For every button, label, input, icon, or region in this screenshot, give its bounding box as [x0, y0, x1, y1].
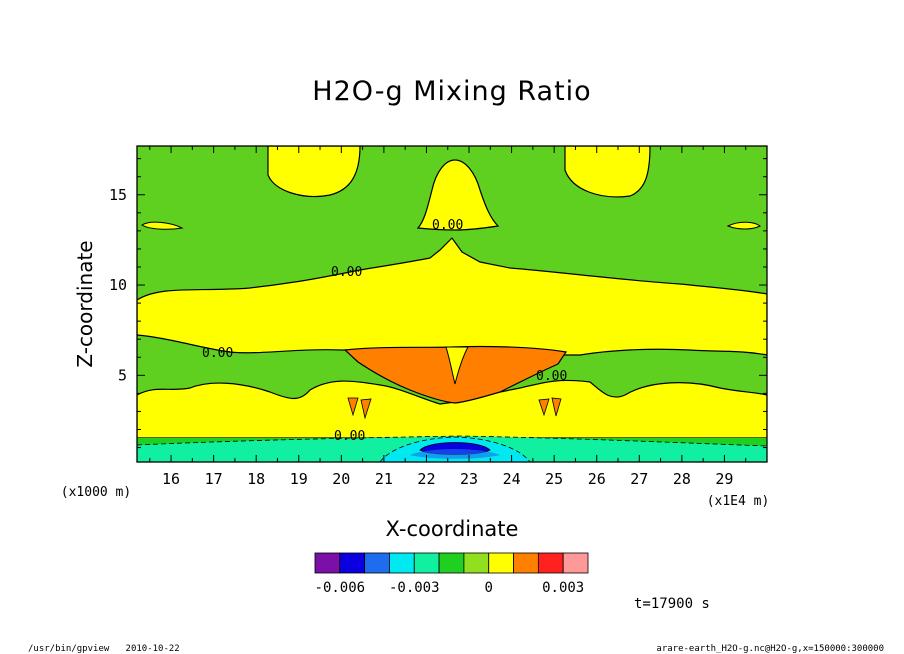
orange-spike	[551, 397, 562, 417]
orange-spike	[538, 398, 550, 417]
yellow-lobe-right	[564, 146, 651, 198]
x-tick-label: 27	[630, 470, 648, 488]
colorbar-label: -0.003	[389, 580, 440, 596]
yellow-band	[137, 237, 767, 356]
colorbar-swatch	[513, 552, 539, 574]
contour-field	[137, 146, 767, 462]
contour-label: 0.00	[202, 346, 233, 361]
blue-edge	[410, 449, 500, 459]
contour-label: 0.00	[334, 429, 365, 444]
x-tick-label: 20	[332, 470, 350, 488]
yellow-tab	[726, 221, 761, 230]
x-axis-ticks: 16 17 18 19 20 21 22 23 24 25 26 27 28 29	[149, 146, 747, 488]
orange-spike	[347, 397, 359, 417]
y-axis-title: Z-coordinate	[73, 240, 97, 367]
x-tick-label: 23	[460, 470, 478, 488]
colorbar-label: -0.006	[315, 580, 366, 596]
colorbar-swatch	[537, 552, 564, 574]
colorbar-swatch	[364, 552, 390, 574]
orange-notch	[445, 346, 469, 385]
colorbar-label: 0	[485, 580, 493, 596]
x-tick-label: 26	[588, 470, 606, 488]
colorbar-swatch	[463, 552, 490, 574]
colorbar-swatch	[488, 552, 514, 574]
x-tick-label: 25	[545, 470, 563, 488]
x-tick-label: 29	[715, 470, 733, 488]
y-tick-label: 10	[109, 276, 127, 294]
colorbar-swatch	[339, 552, 366, 574]
contour-label: 0.00	[432, 218, 463, 233]
y-axis-ticks: 5 10 15	[109, 158, 767, 449]
contour-label: 0.00	[536, 369, 567, 384]
x-tick-label: 18	[247, 470, 265, 488]
x-axis-unit: (x1E4 m)	[707, 494, 770, 509]
chart-title: H2O-g Mixing Ratio	[312, 76, 592, 107]
colorbar-swatch	[562, 552, 589, 574]
yellow-lobe-left	[267, 146, 361, 198]
colorbar-swatch	[314, 552, 341, 574]
x-tick-label: 19	[290, 470, 308, 488]
orange-spike	[360, 398, 372, 420]
x-tick-label: 24	[503, 470, 521, 488]
y-tick-label: 15	[109, 186, 127, 204]
contour-label: 0.00	[331, 265, 362, 280]
y-axis-unit: (x1000 m)	[61, 485, 131, 500]
colorbar-swatch	[438, 552, 465, 574]
colorbar	[314, 552, 589, 574]
footer-right: arare-earth_H2O-g.nc@H2O-g,x=150000:3000…	[656, 644, 884, 654]
x-tick-label: 16	[162, 470, 180, 488]
x-tick-label: 17	[205, 470, 223, 488]
yellow-tab	[141, 221, 184, 230]
footer-left: /usr/bin/gpview 2010-10-22	[28, 644, 180, 654]
colorbar-swatch	[389, 552, 415, 574]
y-tick-label: 5	[118, 366, 127, 384]
yellow-spike-top	[416, 159, 500, 231]
colorbar-swatch	[413, 552, 440, 574]
x-tick-label: 21	[375, 470, 393, 488]
colorbar-labels: -0.006 -0.003 0 0.003	[315, 580, 585, 596]
x-tick-label: 28	[673, 470, 691, 488]
time-label: t=17900 s	[634, 596, 710, 612]
x-axis-title: X-coordinate	[386, 517, 519, 541]
plot-frame	[136, 145, 768, 463]
colorbar-label: 0.003	[542, 580, 584, 596]
x-tick-label: 22	[417, 470, 435, 488]
